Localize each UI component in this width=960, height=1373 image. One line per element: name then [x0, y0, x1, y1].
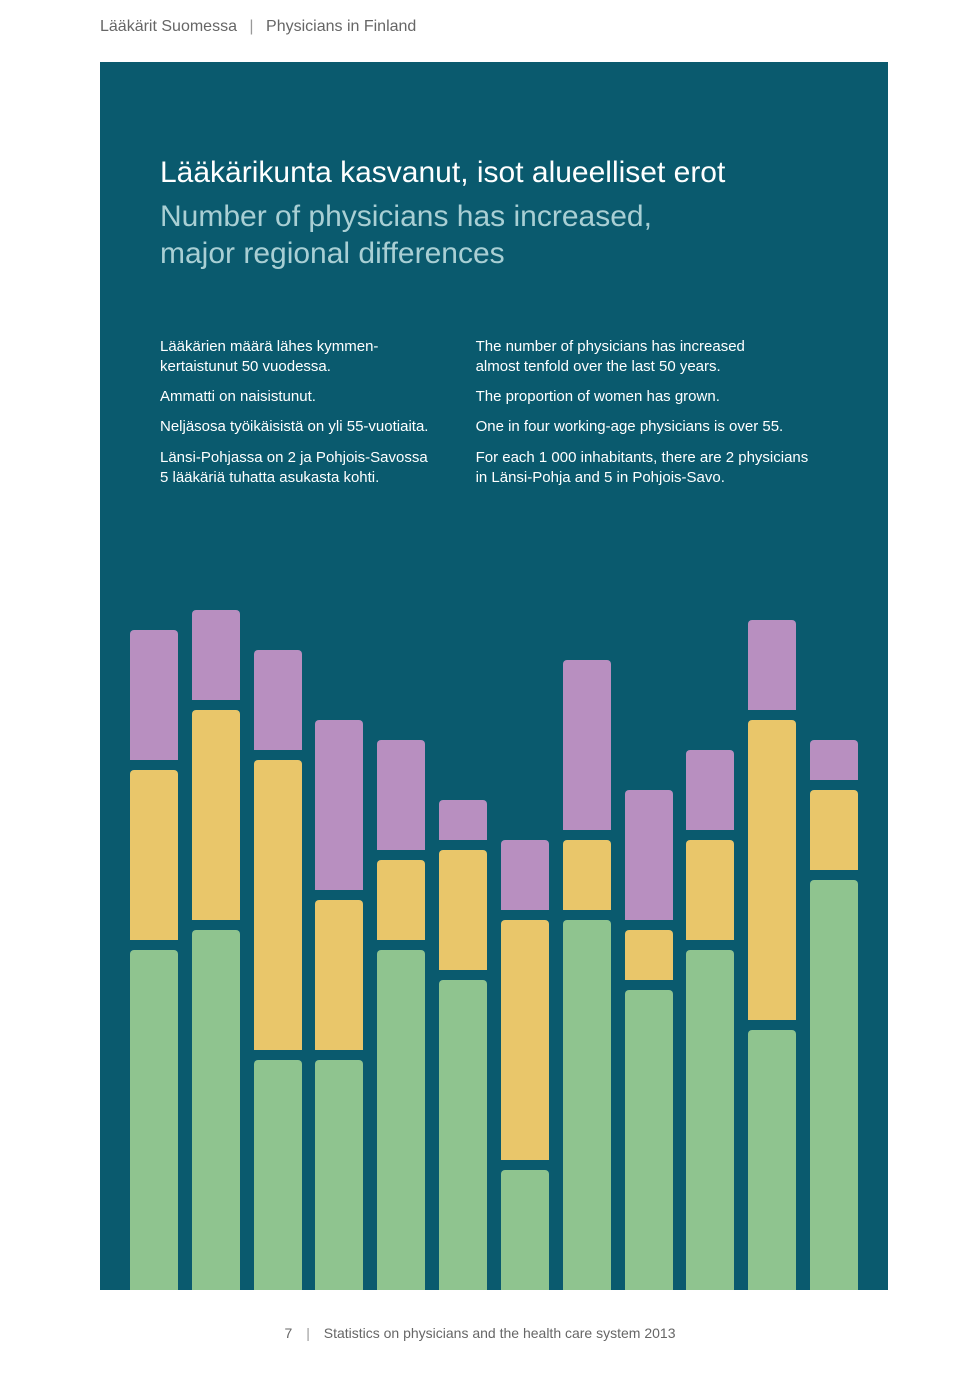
fi-p2: Ammatti on naisistunut. — [160, 387, 452, 407]
bar-segment — [377, 950, 425, 1290]
bar-segment — [254, 650, 302, 750]
bar-segment — [748, 1030, 796, 1290]
page-footer: 7 | Statistics on physicians and the hea… — [0, 1325, 960, 1341]
bar-segment — [501, 920, 549, 1160]
bar-segment — [563, 920, 611, 1290]
bar-segment — [625, 990, 673, 1290]
bar-segment — [192, 710, 240, 920]
bar-segment — [192, 930, 240, 1290]
bar-column — [192, 610, 240, 1290]
en-p1a: The number of physicians has increased — [476, 338, 745, 355]
bar-column — [315, 610, 363, 1290]
en-p1: The number of physicians has increased a… — [476, 337, 840, 378]
bar-column — [377, 610, 425, 1290]
bar-segment — [439, 850, 487, 970]
bar-segment — [501, 1170, 549, 1290]
bar-segment — [315, 720, 363, 890]
column-finnish: Lääkärien määrä lähes kymmen- kertaistun… — [160, 337, 452, 499]
title-finnish: Lääkärikunta kasvanut, isot alueelliset … — [160, 154, 828, 192]
bar-segment — [810, 740, 858, 780]
en-p2: The proportion of women has grown. — [476, 387, 840, 407]
body-columns: Lääkärien määrä lähes kymmen- kertaistun… — [100, 273, 888, 499]
bar-segment — [377, 860, 425, 940]
bar-column — [501, 610, 549, 1290]
en-p1b: almost tenfold over the last 50 years. — [476, 358, 721, 375]
header-left: Lääkärit Suomessa — [100, 18, 237, 35]
fi-p4b: 5 lääkäriä tuhatta asukasta kohti. — [160, 469, 379, 486]
bar-segment — [748, 620, 796, 710]
fi-p4: Länsi-Pohjassa on 2 ja Pohjois-Savossa 5… — [160, 448, 452, 489]
en-p4b: in Länsi-Pohja and 5 in Pohjois-Savo. — [476, 469, 725, 486]
bar-column — [686, 610, 734, 1290]
bar-segment — [439, 980, 487, 1290]
column-english: The number of physicians has increased a… — [476, 337, 840, 499]
fi-p4a: Länsi-Pohjassa on 2 ja Pohjois-Savossa — [160, 449, 428, 466]
footer-page-number: 7 — [285, 1325, 293, 1341]
title-english-line1: Number of physicians has increased, — [160, 198, 828, 236]
fi-p1a: Lääkärien määrä lähes kymmen- — [160, 338, 378, 355]
en-p4a: For each 1 000 inhabitants, there are 2 … — [476, 449, 809, 466]
page-header: Lääkärit Suomessa | Physicians in Finlan… — [0, 0, 960, 36]
main-panel: Lääkärikunta kasvanut, isot alueelliset … — [100, 62, 888, 1290]
footer-divider: | — [306, 1325, 310, 1341]
title-block: Lääkärikunta kasvanut, isot alueelliset … — [100, 62, 888, 273]
bar-segment — [686, 950, 734, 1290]
bar-segment — [254, 760, 302, 1050]
bar-segment — [748, 720, 796, 1020]
bar-segment — [810, 880, 858, 1290]
bar-segment — [130, 770, 178, 940]
bar-column — [748, 610, 796, 1290]
bar-chart — [100, 610, 888, 1290]
header-divider: | — [249, 18, 253, 35]
bar-segment — [315, 900, 363, 1050]
bar-segment — [130, 950, 178, 1290]
bar-column — [563, 610, 611, 1290]
bar-segment — [563, 840, 611, 910]
title-english-line2: major regional differences — [160, 235, 828, 273]
bar-segment — [625, 930, 673, 980]
bar-segment — [315, 1060, 363, 1290]
bar-segment — [192, 610, 240, 700]
bar-segment — [439, 800, 487, 840]
fi-p1b: kertaistunut 50 vuodessa. — [160, 358, 331, 375]
header-right: Physicians in Finland — [266, 18, 416, 35]
bar-segment — [810, 790, 858, 870]
en-p3: One in four working-age physicians is ov… — [476, 417, 840, 437]
bar-column — [254, 610, 302, 1290]
bar-segment — [686, 750, 734, 830]
bar-column — [810, 610, 858, 1290]
bar-segment — [563, 660, 611, 830]
bar-segment — [625, 790, 673, 920]
bar-column — [439, 610, 487, 1290]
en-p4: For each 1 000 inhabitants, there are 2 … — [476, 448, 840, 489]
fi-p3: Neljäsosa työikäisistä on yli 55-vuotiai… — [160, 417, 452, 437]
bar-segment — [130, 630, 178, 760]
bar-segment — [377, 740, 425, 850]
bar-column — [625, 610, 673, 1290]
footer-text: Statistics on physicians and the health … — [324, 1325, 676, 1341]
bar-segment — [254, 1060, 302, 1290]
bar-column — [130, 610, 178, 1290]
fi-p1: Lääkärien määrä lähes kymmen- kertaistun… — [160, 337, 452, 378]
bar-segment — [686, 840, 734, 940]
bar-segment — [501, 840, 549, 910]
